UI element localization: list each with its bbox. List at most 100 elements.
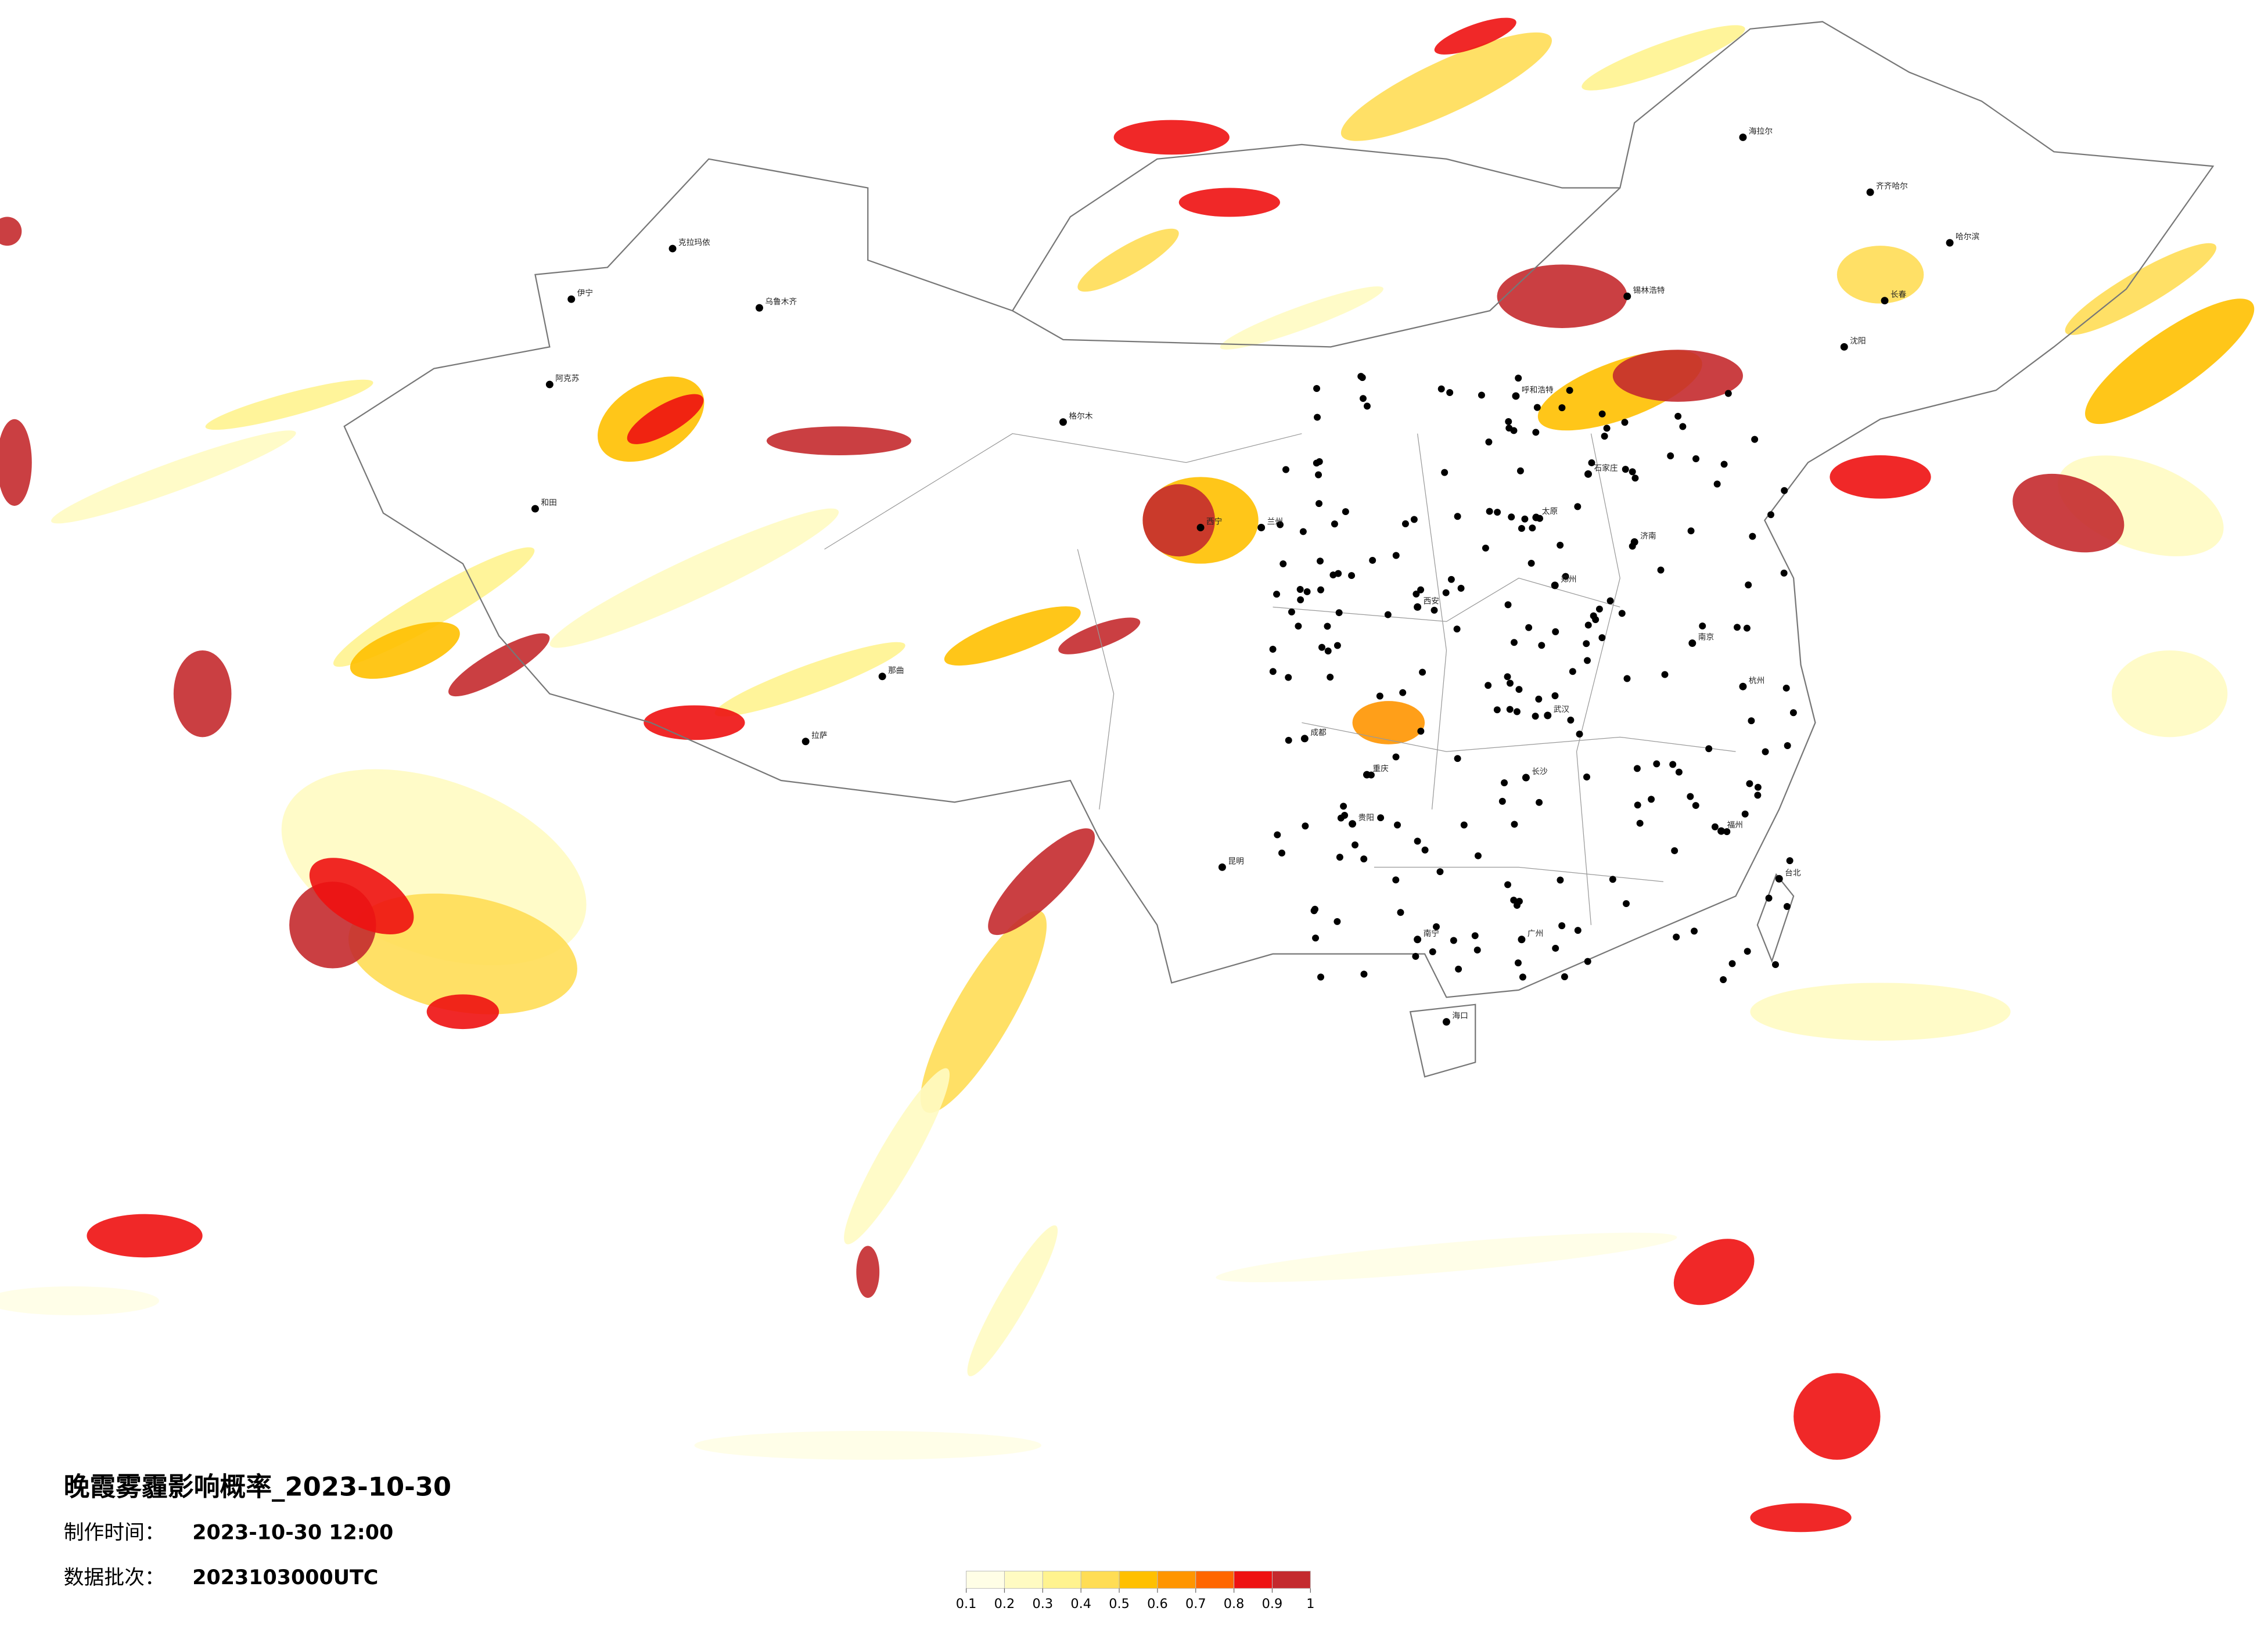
city-dot (1314, 413, 1321, 421)
city-dot (1269, 668, 1277, 675)
haze-blob (1582, 25, 1745, 91)
city-dot (1527, 559, 1535, 567)
city-label: 呼和浩特 (1522, 386, 1554, 395)
city-dot (1454, 755, 1461, 762)
city-dot (1453, 625, 1461, 633)
city-dot (1399, 689, 1407, 696)
haze-blob (87, 1214, 203, 1258)
city-dot (1739, 133, 1747, 141)
haze-blob (856, 1246, 880, 1298)
city-dot (1419, 668, 1426, 676)
city-dot (1687, 793, 1694, 800)
haze-blob (173, 650, 232, 738)
city-label: 郑州 (1561, 575, 1576, 584)
city-dot (1312, 934, 1320, 942)
city-dot (1636, 819, 1644, 827)
city-label: 西宁 (1206, 516, 1222, 526)
city-label: 福州 (1727, 821, 1743, 830)
city-dot (1504, 673, 1511, 681)
city-dot (1767, 511, 1775, 519)
legend-tick-label: 0.9 (1262, 1596, 1283, 1611)
city-dot (1505, 425, 1513, 432)
city-dot (1360, 970, 1368, 978)
city-dot (1455, 965, 1462, 973)
legend-swatch (1195, 1570, 1235, 1589)
city-dot (1460, 821, 1468, 829)
city-dot (1673, 933, 1680, 941)
city-dot (1315, 471, 1322, 479)
city-dot (1786, 857, 1793, 865)
city-label: 成都 (1310, 728, 1327, 738)
city-dot (1414, 603, 1422, 611)
city-dot (1595, 605, 1603, 613)
city-dot (1412, 952, 1419, 960)
legend-swatch (1234, 1570, 1273, 1589)
city-dot (1494, 509, 1501, 516)
city-dot (1544, 711, 1552, 720)
haze-blob (1142, 484, 1215, 557)
city-label: 台北 (1785, 868, 1801, 877)
city-dot (1334, 918, 1341, 925)
city-dot (1336, 854, 1343, 861)
city-label: 南京 (1698, 633, 1714, 642)
city-dot (1583, 640, 1590, 647)
haze-blob (1612, 350, 1743, 402)
city-label: 阿克苏 (555, 374, 579, 383)
city-dot (1429, 948, 1436, 955)
city-dot (1300, 735, 1309, 743)
city-dot (1508, 513, 1515, 521)
city-dot (1745, 581, 1752, 589)
haze-blob (2085, 298, 2255, 425)
city-label: 重庆 (1372, 764, 1389, 774)
haze-blob (51, 430, 296, 524)
city-dot (1518, 936, 1526, 944)
city-dot (1318, 643, 1325, 651)
city-dot (1552, 944, 1559, 952)
legend-swatch (1157, 1570, 1196, 1589)
city-dot (1946, 239, 1954, 247)
city-label: 齐齐哈尔 (1876, 182, 1908, 191)
city-dot (1840, 343, 1848, 351)
city-dot (1510, 897, 1518, 904)
haze-blob (549, 508, 839, 648)
haze-blob (0, 217, 22, 246)
city-dot (1601, 433, 1608, 440)
city-dot (1313, 385, 1321, 392)
city-dot (1512, 392, 1520, 400)
city-dot (1446, 389, 1454, 396)
city-dot (1881, 297, 1889, 305)
city-dot (1394, 821, 1401, 829)
city-dot (1653, 760, 1660, 768)
city-dot (1315, 500, 1323, 508)
city-dot (1360, 395, 1367, 402)
city-dot (545, 380, 553, 388)
haze-blob (694, 1431, 1042, 1460)
city-dot (1557, 541, 1564, 549)
city-label: 乌鲁木齐 (765, 297, 797, 307)
haze-blob (2112, 650, 2228, 738)
city-dot (1675, 768, 1683, 776)
city-dot (1661, 671, 1669, 678)
haze-blob (1793, 1373, 1881, 1460)
haze-blob (2065, 243, 2217, 335)
city-dot (1525, 624, 1533, 631)
city-label: 太原 (1542, 507, 1558, 516)
legend-tick-label: 0.8 (1224, 1596, 1245, 1611)
city-dot (1501, 779, 1508, 786)
city-dot (1584, 958, 1591, 965)
city-dot (1772, 961, 1779, 969)
city-dot (1450, 937, 1457, 944)
haze-blob (944, 606, 1081, 666)
city-dot (1433, 923, 1440, 930)
city-dot (1518, 524, 1525, 532)
legend-tick-label: 0.7 (1185, 1596, 1206, 1611)
legend-swatch (1271, 1570, 1311, 1589)
haze-blob (967, 1225, 1058, 1376)
city-dot (1436, 868, 1444, 876)
city-dot (1648, 796, 1655, 803)
city-dot (1485, 682, 1492, 689)
city-dot (1288, 608, 1295, 616)
city-dot (1609, 876, 1616, 883)
city-dot (1631, 474, 1639, 482)
